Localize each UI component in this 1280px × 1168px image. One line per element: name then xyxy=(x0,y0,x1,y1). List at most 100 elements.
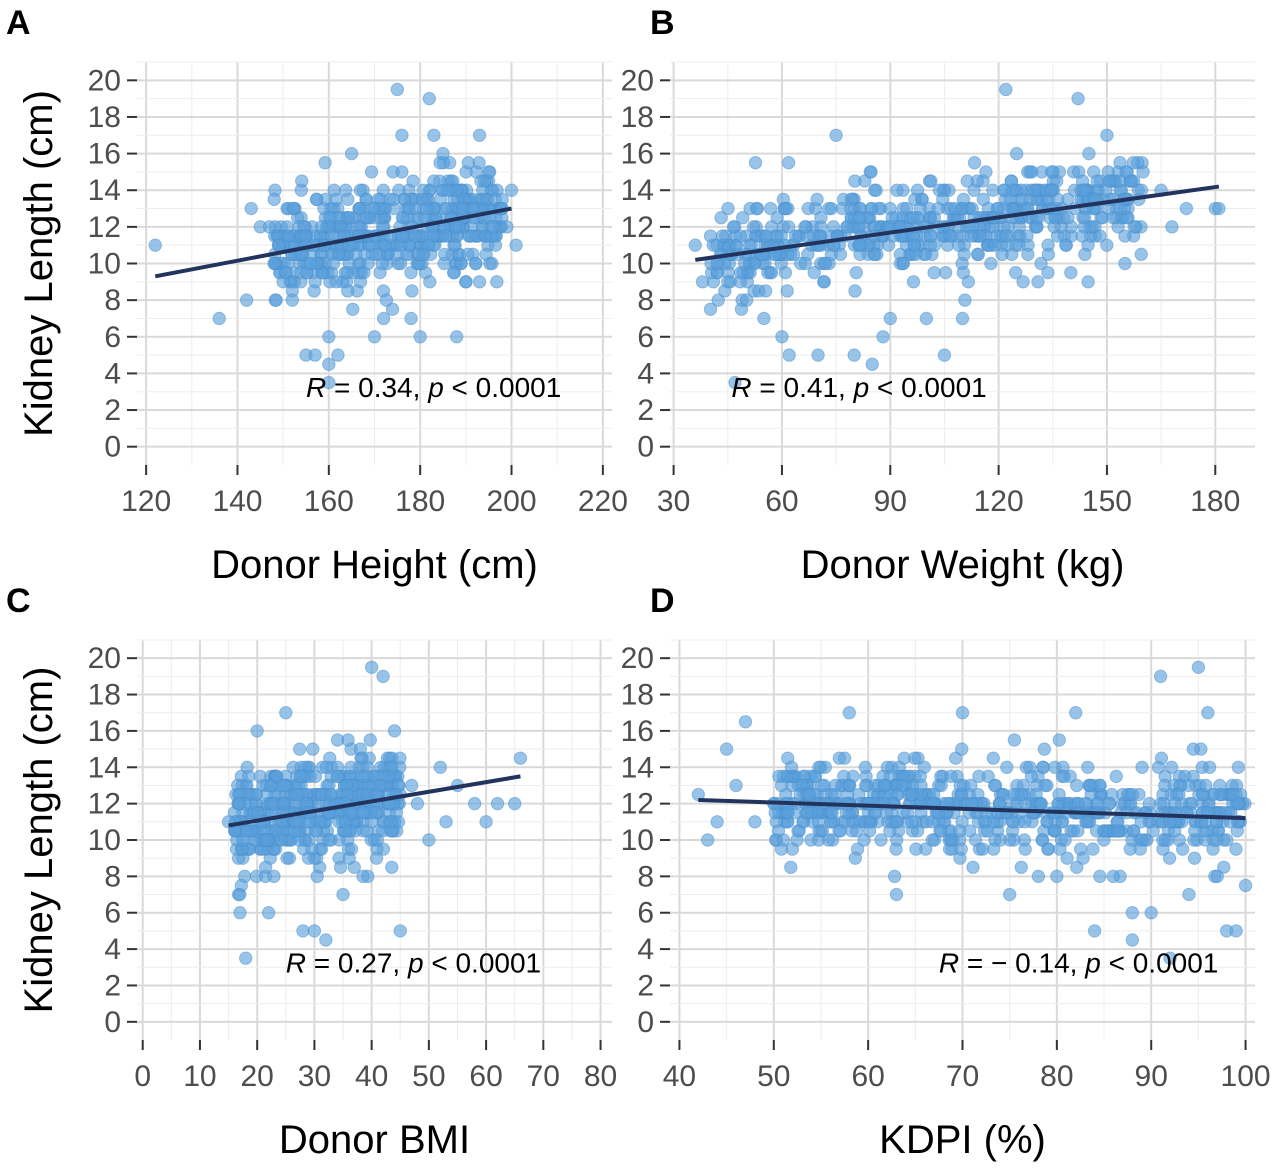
scatter-point xyxy=(446,265,461,280)
scatter-point xyxy=(329,192,343,207)
scatter-point xyxy=(387,724,402,738)
scatter-point xyxy=(336,887,350,902)
scatter-point xyxy=(1186,742,1201,756)
scatter-point xyxy=(906,275,921,289)
scatter-point xyxy=(847,348,861,362)
y-tick-label: 4 xyxy=(104,357,121,390)
scatter-point xyxy=(812,760,826,774)
scatter-point xyxy=(688,238,702,252)
scatter-point xyxy=(276,796,290,811)
scatter-point xyxy=(1060,851,1074,865)
scatter-point xyxy=(729,778,743,793)
scatter-point xyxy=(296,924,310,938)
y-tick-label: 2 xyxy=(104,969,121,1002)
scatter-point xyxy=(467,796,482,811)
scatter-point xyxy=(995,247,1009,262)
y-tick-label: 2 xyxy=(637,969,654,1002)
scatter-point xyxy=(719,742,734,756)
scatter-point xyxy=(1119,165,1133,179)
scatter-point xyxy=(1020,229,1034,243)
scatter-point xyxy=(268,824,282,838)
scatter-point xyxy=(270,769,284,784)
scatter-point xyxy=(344,146,359,161)
scatter-point xyxy=(1082,146,1096,161)
scatter-point xyxy=(330,769,345,784)
scatter-point xyxy=(1144,906,1158,920)
scatter-point xyxy=(1034,256,1048,271)
scatter-point xyxy=(761,265,775,280)
scatter-point xyxy=(810,192,824,207)
x-tick-label: 50 xyxy=(412,1060,445,1093)
scatter-point xyxy=(931,201,945,216)
scatter-point xyxy=(1081,275,1095,289)
scatter-point xyxy=(960,174,974,188)
scatter-point xyxy=(363,733,377,747)
scatter-point xyxy=(1002,887,1017,902)
scatter-point xyxy=(1044,165,1059,179)
scatter-point xyxy=(212,311,226,326)
scatter-point xyxy=(938,265,953,280)
y-tick-label: 10 xyxy=(621,824,654,857)
scatter-point xyxy=(955,311,970,326)
scatter-point xyxy=(307,924,322,938)
scatter-point xyxy=(439,815,453,829)
scatter-point xyxy=(1165,220,1179,234)
scatter-point xyxy=(386,165,400,179)
scatter-point xyxy=(490,796,505,811)
scatter-point xyxy=(1041,842,1055,856)
scatter-point xyxy=(858,760,873,774)
scatter-point xyxy=(721,201,735,216)
scatter-point xyxy=(372,247,386,262)
scatter-point xyxy=(308,275,322,289)
scatter-point xyxy=(1041,247,1056,262)
scatter-point xyxy=(490,275,504,289)
scatter-point xyxy=(848,851,863,865)
panel-letter: D xyxy=(650,582,675,620)
scatter-point xyxy=(349,247,363,262)
scatter-point xyxy=(852,238,867,252)
scatter-point xyxy=(1059,238,1073,252)
y-tick-label: 20 xyxy=(621,64,654,97)
scatter-point xyxy=(331,348,345,362)
scatter-point xyxy=(988,238,1002,252)
scatter-point xyxy=(364,165,379,179)
y-tick-label: 16 xyxy=(621,138,654,171)
scatter-point xyxy=(964,229,978,243)
scatter-point xyxy=(405,284,419,298)
x-tick-label: 40 xyxy=(663,1060,696,1093)
scatter-point xyxy=(500,220,514,234)
scatter-point xyxy=(955,742,969,756)
scatter-point xyxy=(876,330,890,344)
scatter-point xyxy=(1158,778,1172,793)
scatter-point xyxy=(461,247,475,262)
scatter-point xyxy=(310,869,324,884)
scatter-point xyxy=(971,247,986,262)
y-tick-label: 16 xyxy=(621,715,654,748)
scatter-point xyxy=(887,869,902,884)
scatter-point xyxy=(1008,265,1023,280)
scatter-point xyxy=(1036,760,1050,774)
scatter-point xyxy=(1024,769,1039,784)
scatter-point xyxy=(322,375,336,390)
scatter-point xyxy=(1238,878,1253,893)
scatter-point xyxy=(907,751,922,765)
x-tick-label: 220 xyxy=(578,485,628,518)
scatter-point xyxy=(459,275,473,289)
scatter-point xyxy=(842,778,856,793)
scatter-point xyxy=(280,220,294,234)
y-tick-label: 16 xyxy=(88,715,121,748)
x-tick-label: 10 xyxy=(183,1060,216,1093)
scatter-point xyxy=(1006,815,1020,829)
scatter-point xyxy=(404,778,419,793)
scatter-point xyxy=(483,256,497,271)
scatter-point xyxy=(1037,742,1052,756)
y-tick-label: 2 xyxy=(637,394,654,427)
scatter-point xyxy=(814,211,828,225)
scatter-point xyxy=(1071,824,1085,838)
scatter-point xyxy=(436,146,450,161)
scatter-point xyxy=(1100,128,1114,142)
x-axis-title: Donor Weight (kg) xyxy=(801,543,1125,587)
scatter-point xyxy=(733,229,747,243)
scatter-point xyxy=(242,769,256,784)
scatter-point xyxy=(807,265,821,280)
